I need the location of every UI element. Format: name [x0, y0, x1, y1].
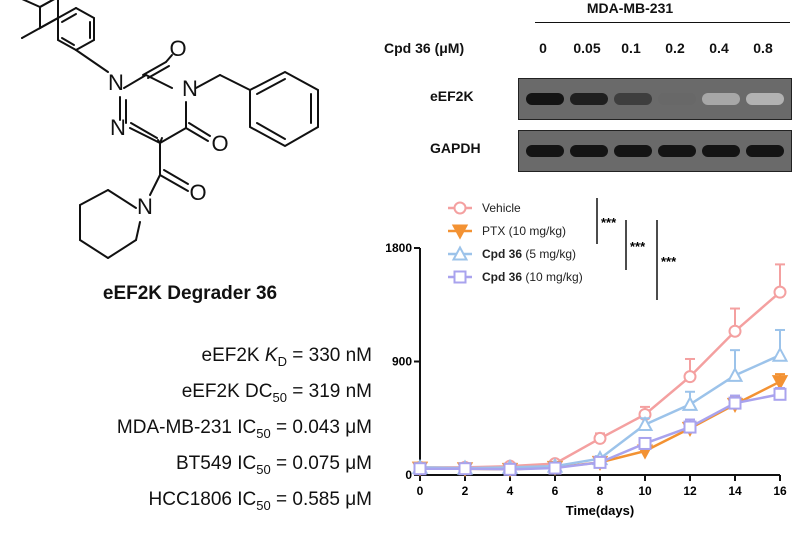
x-tick-label: 2: [462, 484, 469, 498]
x-tick-label: 6: [552, 484, 559, 498]
atom-o-amide: O: [189, 180, 206, 205]
blot-band: [614, 93, 652, 105]
legend-label: Cpd 36 (5 mg/kg): [482, 247, 576, 261]
blot-band: [746, 145, 784, 157]
blot-row-label: GAPDH: [430, 140, 481, 156]
property-subscript: D: [277, 353, 287, 369]
cell-line-label: MDA-MB-231: [586, 0, 674, 16]
dose-value: 0.2: [665, 40, 685, 56]
blot-strip: [518, 130, 792, 172]
x-tick-label: 4: [507, 484, 514, 498]
data-point: [773, 285, 787, 299]
property-text: MDA-MB-231 IC: [116, 417, 257, 438]
significance-label: ***: [661, 254, 677, 269]
property-subscript: 50: [256, 461, 271, 477]
chemical-structure: O O O N N N N: [21, 0, 319, 259]
blot-band: [526, 145, 564, 157]
tumor-growth-chart: 0 900 1800 0 2 4 6 8 10 12 14 16 Time(days) Vehicle PT…: [385, 198, 789, 518]
cell-line-underline: [535, 22, 790, 23]
property-line: eEF2K KD = 330 nM: [0, 345, 372, 373]
dose-value: 0.1: [621, 40, 641, 56]
dose-value: 0.4: [709, 40, 729, 56]
data-point: [728, 324, 742, 338]
property-value: = 330 nM: [286, 345, 372, 366]
data-point: [726, 366, 744, 382]
data-point: [453, 270, 467, 284]
blot-band: [570, 145, 608, 157]
data-point: [451, 224, 469, 240]
dose-value: 0: [539, 40, 547, 56]
dose-value: 0.8: [753, 40, 773, 56]
data-point: [683, 420, 697, 434]
property-line: BT549 IC50 = 0.075 μM: [0, 453, 372, 481]
x-tick-label: 8: [597, 484, 604, 498]
blot-band: [526, 93, 564, 105]
dose-label: Cpd 36 (μM): [384, 40, 465, 56]
blot-band: [702, 93, 740, 105]
data-point: [593, 455, 607, 469]
property-text: HCC1806 IC: [148, 489, 257, 510]
property-value: = 0.043 μM: [270, 417, 372, 438]
blot-strip: [518, 78, 792, 120]
legend-label: Vehicle: [482, 201, 521, 215]
property-subscript: 50: [256, 425, 271, 441]
y-tick-label: 1800: [385, 241, 412, 255]
blot-band: [746, 93, 784, 105]
property-value: = 0.585 μM: [270, 489, 372, 510]
data-point: [451, 245, 469, 261]
data-point: [683, 370, 697, 384]
atom-o-top: O: [169, 36, 186, 61]
property-subscript: 50: [272, 389, 287, 405]
blot-band: [614, 145, 652, 157]
legend-label: PTX (10 mg/kg): [482, 224, 566, 238]
blot-band: [702, 145, 740, 157]
western-blot: MDA-MB-231 Cpd 36 (μM) 0 0.05 0.1 0.2 0.4 0.8…: [380, 0, 799, 180]
significance-label: ***: [630, 239, 646, 254]
atom-n2: N: [108, 70, 124, 95]
x-tick-label: 10: [638, 484, 652, 498]
data-point: [548, 461, 562, 475]
blot-row-label: eEF2K: [430, 88, 474, 104]
y-tick-label: 0: [405, 468, 412, 482]
x-axis-label: Time(days): [566, 503, 634, 518]
blot-band: [658, 145, 696, 157]
data-point: [453, 201, 467, 215]
x-tick-label: 12: [683, 484, 697, 498]
data-point: [413, 462, 427, 476]
x-tick-label: 0: [417, 484, 424, 498]
atom-n4: N: [182, 76, 198, 101]
property-line: MDA-MB-231 IC50 = 0.043 μM: [0, 417, 372, 445]
x-tick-label: 14: [728, 484, 742, 498]
property-value: = 0.075 μM: [270, 453, 372, 474]
atom-n-piperidine: N: [137, 194, 153, 219]
data-point: [503, 462, 517, 476]
data-point: [771, 346, 789, 362]
data-point: [771, 375, 789, 391]
property-subscript: 50: [256, 497, 271, 513]
blot-band: [658, 93, 696, 105]
x-tick-label: 16: [773, 484, 787, 498]
property-text: eEF2K DC: [181, 381, 273, 402]
property-value: = 319 nM: [286, 381, 372, 402]
data-point: [638, 436, 652, 450]
legend-label: Cpd 36 (10 mg/kg): [482, 270, 583, 284]
property-text: BT549 IC: [176, 453, 257, 474]
atom-n1: N: [110, 115, 126, 140]
data-point: [773, 387, 787, 401]
significance-label: ***: [601, 215, 617, 230]
data-point: [593, 431, 607, 445]
property-text: eEF2K: [201, 345, 265, 366]
property-line: eEF2K DC50 = 319 nM: [0, 381, 372, 409]
dose-value: 0.05: [573, 40, 601, 56]
y-tick-label: 900: [392, 355, 412, 369]
property-line: HCC1806 IC50 = 0.585 μM: [0, 489, 372, 517]
data-point: [728, 396, 742, 410]
data-point: [681, 395, 699, 411]
atom-o-right: O: [211, 131, 228, 156]
blot-band: [570, 93, 608, 105]
data-point: [458, 462, 472, 476]
compound-title: eEF2K Degrader 36: [102, 283, 278, 304]
property-symbol: K: [264, 345, 278, 366]
data-point: [636, 415, 654, 432]
